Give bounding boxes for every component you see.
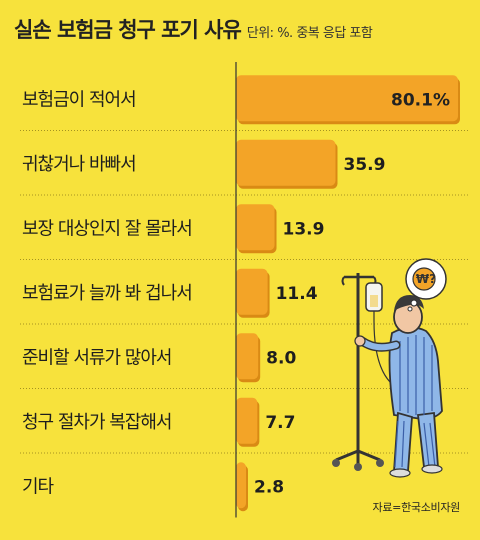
value-label: 80.1% [391, 90, 450, 110]
bar [236, 204, 275, 251]
value-label: 13.9 [283, 219, 325, 239]
chart-subtitle: 단위: %. 중복 응답 포함 [246, 26, 373, 41]
category-label: 보장 대상인지 잘 몰라서 [22, 218, 192, 239]
category-label: 기타 [22, 476, 55, 497]
value-label: 7.7 [265, 413, 295, 433]
svg-text:₩?: ₩? [416, 272, 436, 286]
bar [236, 333, 259, 380]
category-label: 보험료가 늘까 봐 겁나서 [22, 283, 192, 304]
category-label: 청구 절차가 복잡해서 [22, 412, 171, 433]
value-label: 8.0 [266, 348, 296, 368]
bar [236, 139, 336, 186]
patient-with-iv-pole-icon: ₩? [332, 258, 447, 478]
source-note: 자료=한국소비자원 [372, 501, 461, 514]
chart-header: 실손 보험금 청구 포기 사유 단위: %. 중복 응답 포함 [14, 14, 470, 48]
bar [236, 462, 246, 509]
value-label: 11.4 [276, 284, 318, 304]
category-label: 준비할 서류가 많아서 [22, 347, 171, 368]
chart-title: 실손 보험금 청구 포기 사유 [14, 18, 242, 42]
bar [236, 397, 258, 444]
value-label: 2.8 [254, 477, 284, 497]
bar [236, 75, 458, 122]
category-label: 귀찮거나 바빠서 [22, 154, 136, 175]
category-label: 보험금이 적어서 [22, 89, 136, 110]
bar [236, 268, 268, 315]
value-label: 35.9 [343, 155, 385, 175]
